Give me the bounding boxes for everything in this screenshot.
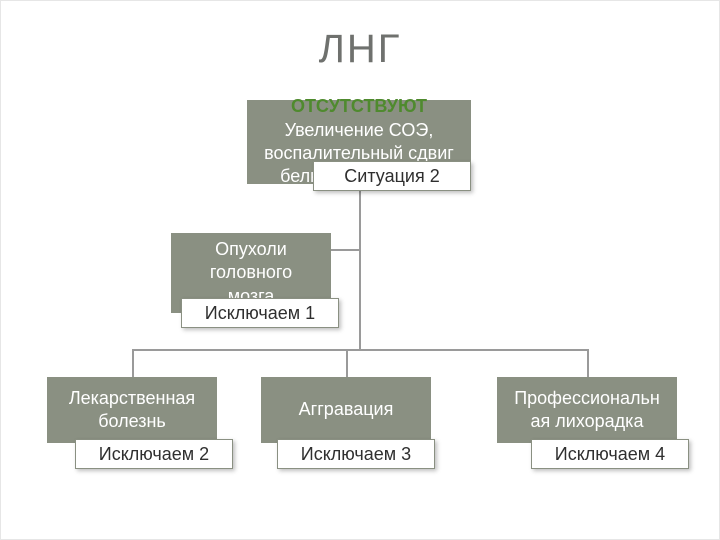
leaf-overlay: Исключаем 2: [75, 439, 233, 469]
leaf-node: Лекарственная болезнь: [47, 377, 217, 443]
root-overlay: Ситуация 2: [313, 161, 471, 191]
mid-overlay: Исключаем 1: [181, 298, 339, 328]
connector: [132, 349, 134, 377]
mid-text-line: Опухоли: [215, 238, 287, 261]
connector: [132, 349, 587, 351]
root-accent-text: ОТСУТСТВУЮТ: [291, 95, 427, 118]
slide: { "diagram": { "type": "tree", "title": …: [0, 0, 720, 540]
connector: [359, 249, 361, 349]
connector: [346, 349, 348, 377]
leaf-text-line: Профессиональн: [514, 387, 660, 410]
connector: [587, 349, 589, 377]
leaf-overlay: Исключаем 4: [531, 439, 689, 469]
mid-text-line: головного: [210, 261, 292, 284]
connector: [359, 184, 361, 250]
leaf-node: Аггравация: [261, 377, 431, 443]
leaf-text-line: болезнь: [98, 410, 166, 433]
leaf-overlay: Исключаем 3: [277, 439, 435, 469]
leaf-text-line: Лекарственная: [69, 387, 195, 410]
leaf-node: Профессиональн ая лихорадка: [497, 377, 677, 443]
root-text-line: Увеличение СОЭ,: [285, 119, 434, 142]
page-title: ЛНГ: [1, 27, 719, 72]
leaf-text-line: ая лихорадка: [531, 410, 644, 433]
leaf-text-line: Аггравация: [299, 398, 394, 421]
